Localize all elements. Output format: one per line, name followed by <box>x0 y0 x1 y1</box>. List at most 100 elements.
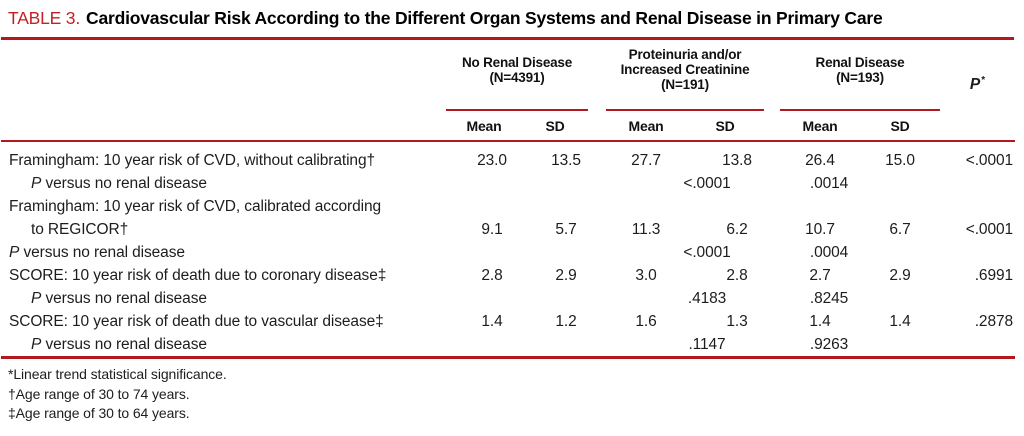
table-title: TABLE 3. Cardiovascular Risk According to… <box>0 6 1024 35</box>
group-header-renal-disease: Renal Disease (N=193) <box>780 40 941 111</box>
table-number-label: TABLE 3. <box>8 8 80 28</box>
risk-table: No Renal Disease (N=4391) Proteinuria an… <box>1 40 1016 359</box>
spacer-cell <box>764 333 781 359</box>
value-cell: 3.0 <box>635 266 657 284</box>
spacer-cell <box>764 264 780 287</box>
footnote-asterisk: *Linear trend statistical significance. <box>8 366 227 382</box>
value-cell: 15.0 <box>885 151 915 169</box>
group-header-line: (N=4391) <box>489 69 545 85</box>
table-title-text: Cardiovascular Risk According to the Dif… <box>86 8 883 28</box>
sd-header-g3: SD <box>860 110 941 142</box>
spacer-cell <box>764 287 780 310</box>
value-cell: 1.2 <box>555 312 577 330</box>
mean-header-g3: Mean <box>780 110 861 142</box>
footnote-double-dagger: ‡Age range of 30 to 64 years. <box>8 405 190 421</box>
empty-cell <box>940 241 1015 264</box>
p-versus-value-g2: <.0001 <box>683 174 731 192</box>
table-row: P versus no renal disease <.0001 .0014 <box>1 172 1015 195</box>
table-row: P versus no renal disease <.0001 .0004 <box>1 241 1015 264</box>
spacer-cell <box>764 172 780 195</box>
group-header-line: No Renal Disease <box>461 54 573 70</box>
spacer-cell <box>588 333 607 359</box>
value-cell: 1.6 <box>635 312 657 330</box>
footnotes: *Linear trend statistical significance. … <box>0 365 1024 424</box>
value-cell: 1.4 <box>809 312 831 330</box>
header-spacer <box>588 110 607 142</box>
row-label: SCORE: 10 year risk of death due to coro… <box>9 266 387 284</box>
value-cell: 13.8 <box>722 151 752 169</box>
footnote-dagger: †Age range of 30 to 74 years. <box>8 385 190 402</box>
table-row: P versus no renal disease .4183 .8245 <box>1 287 1015 310</box>
empty-cell <box>446 172 588 195</box>
spacer-cell <box>764 241 780 264</box>
title-rule <box>1 37 1014 40</box>
value-cell: 2.9 <box>889 266 911 284</box>
row-label: Framingham: 10 year risk of CVD, without… <box>9 151 375 169</box>
mean-header-g1: Mean <box>446 110 522 142</box>
p-versus-value-g3: .0004 <box>809 243 849 261</box>
p-versus-value-g3: .8245 <box>809 289 849 307</box>
value-cell: 26.4 <box>805 151 835 169</box>
row-label: Framingham: 10 year risk of CVD, calibra… <box>9 197 382 215</box>
spacer-cell <box>588 264 606 287</box>
empty-cell <box>940 172 1015 195</box>
value-cell: 13.5 <box>551 151 581 169</box>
value-cell: 2.8 <box>726 266 748 284</box>
p-value-cell: <.0001 <box>965 220 1014 238</box>
value-cell: 1.3 <box>726 312 748 330</box>
group-header-line: Increased Creatinine <box>620 62 750 77</box>
p-versus-value-g3: .9263 <box>780 333 941 359</box>
spacer-cell <box>764 310 780 333</box>
group-header-line: (N=193) <box>836 69 884 85</box>
empty-cell <box>446 333 589 359</box>
row-label: to REGICOR† <box>31 220 129 238</box>
mean-header-g2: Mean <box>606 110 687 142</box>
spacer-cell <box>764 141 780 172</box>
value-cell: 9.1 <box>481 220 503 238</box>
table-row: SCORE: 10 year risk of death due to coro… <box>1 264 1015 287</box>
header-label-spacer <box>1 40 446 110</box>
header-spacer <box>764 40 780 110</box>
p-versus-value-g2: <.0001 <box>683 243 731 261</box>
value-cell: 1.4 <box>481 312 503 330</box>
spacer-cell <box>764 218 780 241</box>
p-versus-value-g3: .0014 <box>809 174 849 192</box>
value-cell: 5.7 <box>555 220 577 238</box>
p-column-header: P* <box>940 40 1016 142</box>
spacer-cell <box>588 172 606 195</box>
spacer-cell <box>588 241 606 264</box>
row-label: P versus no renal disease <box>9 243 185 261</box>
p-versus-value-g2: .1147 <box>606 333 765 359</box>
table-row: to REGICOR† 9.1 5.7 11.3 6.2 10.7 6.7 <.0001 <box>1 218 1015 241</box>
table-body: Framingham: 10 year risk of CVD, without… <box>1 141 1016 359</box>
p-value-cell: <.0001 <box>965 151 1014 169</box>
value-cell: 27.7 <box>631 151 661 169</box>
value-cell: 2.8 <box>481 266 503 284</box>
group-header-proteinuria: Proteinuria and/or Increased Creatinine … <box>606 40 765 111</box>
subheader-row: Mean SD Mean SD Mean SD <box>1 110 1015 142</box>
p-header-letter: P <box>969 76 981 94</box>
empty-cell <box>940 333 1016 359</box>
value-cell: 11.3 <box>631 220 661 238</box>
p-header-asterisk: * <box>981 75 986 87</box>
sd-header-g2: SD <box>686 110 765 142</box>
p-value-cell: .2878 <box>974 312 1014 330</box>
empty-cell <box>940 287 1015 310</box>
group-header-line: Renal Disease <box>815 54 905 70</box>
group-header-line: (N=191) <box>661 77 709 92</box>
value-cell: 10.7 <box>805 220 835 238</box>
row-label: P versus no renal disease <box>31 174 207 192</box>
empty-cell <box>446 241 588 264</box>
group-header-row: No Renal Disease (N=4391) Proteinuria an… <box>1 40 1016 142</box>
table-row: Framingham: 10 year risk of CVD, calibra… <box>1 195 1015 218</box>
p-versus-value-g2: .4183 <box>687 289 727 307</box>
value-cell: 6.2 <box>726 220 748 238</box>
table-row: Framingham: 10 year risk of CVD, without… <box>1 141 1015 172</box>
value-cell: 2.7 <box>809 266 831 284</box>
value-cell: 23.0 <box>477 151 507 169</box>
spacer-cell <box>588 141 606 172</box>
sd-header-g1: SD <box>522 110 589 142</box>
value-cell: 1.4 <box>889 312 911 330</box>
row-label: P versus no renal disease <box>31 289 207 307</box>
empty-cell <box>446 287 588 310</box>
